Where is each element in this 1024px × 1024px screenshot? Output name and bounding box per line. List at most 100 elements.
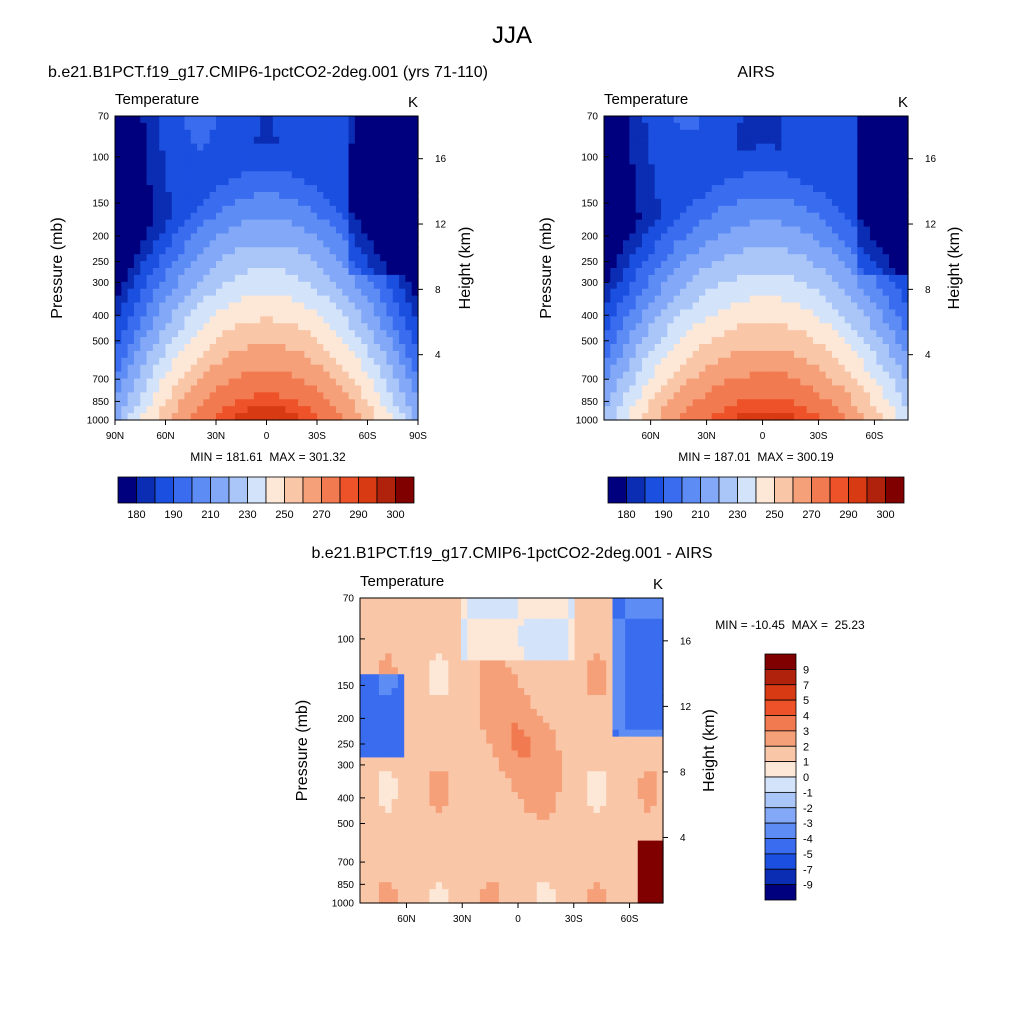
contour-cell [724, 129, 732, 138]
contour-cell [768, 212, 776, 221]
contour-cell [272, 129, 280, 138]
contour-cell [266, 254, 274, 262]
contour-cell [692, 212, 700, 221]
contour-cell [543, 604, 550, 613]
contour-cell [291, 413, 299, 421]
contour-cell [889, 295, 896, 304]
contour-cell [234, 116, 242, 124]
contour-cell [329, 205, 337, 214]
contour-cell [819, 261, 827, 269]
contour-cell [635, 143, 643, 152]
contour-cell [610, 406, 618, 414]
contour-cell [650, 653, 658, 661]
contour-cell [121, 219, 129, 228]
contour-cell [637, 660, 645, 668]
contour-cell [372, 660, 380, 668]
contour-cell [730, 185, 738, 193]
contour-cell [216, 205, 223, 214]
contour-cell [171, 116, 179, 124]
contour-cell [819, 254, 827, 262]
contour-cell [680, 316, 687, 324]
contour-cell [115, 295, 122, 304]
contour-cell [635, 164, 643, 172]
contour-cell [165, 157, 173, 165]
contour-cell [580, 611, 588, 620]
contour-cell [800, 344, 808, 352]
contour-cell [380, 116, 388, 124]
contour-cell [749, 316, 757, 324]
contour-cell [146, 288, 154, 297]
contour-cell [247, 323, 255, 331]
contour-cell [749, 385, 757, 393]
contour-cell [616, 309, 624, 317]
contour-cell [650, 660, 658, 668]
colorbar-box [191, 476, 211, 504]
contour-cell [686, 281, 694, 290]
contour-cell [392, 413, 400, 421]
height-tick-label: 4 [925, 350, 931, 361]
contour-cell [486, 639, 494, 648]
contour-cell [272, 116, 280, 124]
contour-cell [604, 164, 611, 172]
contour-cell [876, 350, 884, 359]
contour-cell [279, 198, 287, 207]
contour-cell [399, 357, 406, 366]
contour-cell [616, 281, 624, 290]
contour-cell [667, 157, 675, 165]
contour-cell [629, 178, 637, 186]
contour-cell [756, 344, 763, 352]
contour-cell [266, 116, 274, 124]
contour-cell [348, 136, 356, 145]
contour-cell [775, 323, 782, 331]
contour-cell [190, 116, 198, 124]
contour-cell [140, 268, 148, 276]
contour-cell [140, 212, 148, 221]
contour-cell [222, 157, 230, 165]
contour-cell [184, 337, 192, 345]
contour-cell [405, 233, 413, 241]
contour-cell [857, 392, 865, 400]
contour-cell [851, 357, 858, 366]
contour-cell [479, 667, 487, 675]
contour-cell [178, 233, 186, 241]
contour-cell [819, 240, 827, 248]
contour-cell [800, 399, 808, 407]
contour-cell [404, 625, 412, 634]
contour-cell [838, 344, 846, 352]
contour-cell [435, 598, 443, 606]
contour-cell [825, 178, 833, 186]
contour-cell [673, 295, 681, 304]
contour-cell [889, 413, 896, 421]
contour-cell [832, 261, 839, 269]
contour-cell [555, 632, 563, 641]
contour-cell [121, 350, 129, 359]
contour-cell [612, 681, 620, 689]
contour-cell [648, 171, 656, 179]
contour-cell [654, 302, 662, 311]
contour-cell [654, 364, 662, 373]
contour-cell [247, 371, 255, 380]
contour-cell [787, 316, 795, 324]
contour-cell [524, 653, 532, 661]
contour-cell [562, 598, 569, 606]
contour-cell [285, 240, 293, 248]
contour-cell [743, 226, 751, 235]
contour-cell [361, 399, 369, 407]
contour-cell [442, 632, 449, 641]
contour-cell [724, 178, 732, 186]
contour-cell [266, 143, 274, 152]
contour-cell [216, 254, 223, 262]
contour-cell [680, 233, 687, 241]
contour-cell [724, 392, 732, 400]
contour-cell [121, 337, 129, 345]
colorbar-label: 250 [275, 509, 293, 521]
contour-cell [851, 143, 858, 152]
contour-cell [623, 337, 630, 345]
contour-cell [247, 178, 255, 186]
contour-cell [366, 667, 374, 675]
contour-cell [272, 330, 280, 338]
contour-cell [216, 288, 223, 297]
contour-cell [749, 288, 757, 297]
contour-cell [895, 219, 903, 228]
contour-cell [705, 413, 713, 421]
